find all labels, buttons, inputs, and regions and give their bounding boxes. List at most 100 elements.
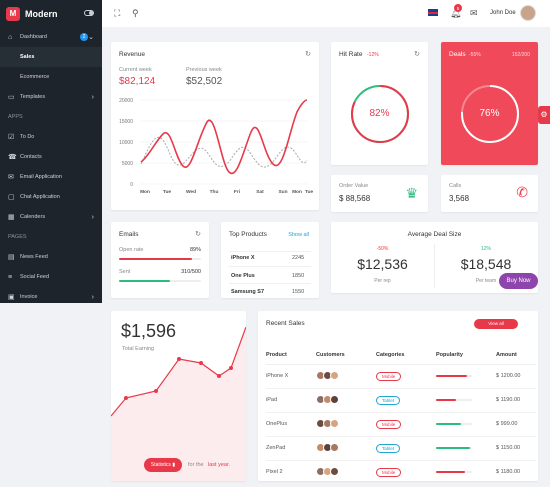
user-name[interactable]: John Doe [490,10,516,16]
buy-now-button[interactable]: Buy Now [499,273,538,289]
amount-cell: $ 1200.00 [496,364,536,389]
contacts-icon: ☎ [8,154,17,161]
refresh-icon[interactable]: ↻ [414,51,420,58]
statistics-button-label: Statistics [150,462,171,468]
product-cell: iPhone X [266,364,316,389]
fullscreen-icon[interactable]: ⛶ [114,8,121,18]
sidebar-item-templates[interactable]: ▭ Templates › [0,87,102,107]
table-row[interactable]: Pixel 2 Mobile $ 1180.00 [266,460,536,485]
category-cell: Mobile [376,460,436,485]
table-row[interactable]: ZenPad Tablet $ 1150.00 [266,436,536,461]
sidebar-item-label: Calenders [20,214,46,220]
order-value-label: Order Value [339,183,369,189]
series-current-line [140,99,308,175]
view-all-button[interactable]: View all [474,319,518,329]
sidebar-toggle-icon[interactable] [84,10,94,16]
brand-name: Modern [25,8,58,19]
popularity-cell [436,364,496,389]
popularity-bar [436,470,472,473]
product-count: 2245 [292,255,305,261]
sidebar-item-invoice[interactable]: ▣ Invoice › [0,287,102,307]
category-pill: Mobile [376,419,402,429]
bell-icon[interactable]: 🔔︎ [450,8,462,18]
sidebar-item-label: News Feed [20,254,48,260]
x-tick: Tue [305,189,314,195]
chevron-right-icon: › [91,93,94,101]
settings-gear-icon[interactable]: ⚙ [538,106,550,124]
chevron-right-icon: › [91,213,94,221]
sidebar-item-dashboard[interactable]: ⌂ Dashboard 2 ⌄ [0,27,102,47]
sidebar-item-social-feed[interactable]: ≡ Social Feed [0,267,102,287]
sidebar-item-sales[interactable]: Sales [0,47,102,67]
customers-cell [316,436,376,461]
category-pill: Mobile [376,371,402,381]
product-name: iPhone X [231,255,255,261]
invoice-icon: ▣ [8,294,15,301]
x-tick: Wed [186,189,196,195]
x-tick: Tue [163,189,172,195]
earning-chart [111,326,246,481]
column-header: Customers [316,346,376,365]
amount-cell: $ 1150.00 [496,436,536,461]
sidebar-item-email[interactable]: ✉ Email Application [0,167,102,187]
hit-rate-ring [351,85,409,143]
revenue-card: Revenue ↻ Current week $82,124 Previous … [111,42,319,210]
table-row[interactable]: iPhone X Mobile $ 1200.00 [266,364,536,389]
avatar[interactable] [520,5,536,21]
x-tick: Fri [234,189,240,195]
popularity-cell [436,412,496,437]
category-cell: Tablet [376,436,436,461]
table-row[interactable]: OnePlus Mobile $ 999.00 [266,412,536,437]
open-rate-value: 89% [189,247,201,253]
refresh-icon[interactable]: ↻ [305,51,311,58]
home-icon: ⌂ [8,33,13,41]
refresh-icon[interactable]: ↻ [195,231,201,238]
chevron-right-icon: › [91,293,94,301]
popularity-cell [436,436,496,461]
order-value-card: Order Value $ 88,568 ♛ [331,175,428,212]
product-cell: ZenPad [266,436,316,461]
sidebar-item-label: Invoice [20,294,38,300]
per-rep-value: $12,536 [357,256,408,272]
total-earning-label: Total Earning [122,346,155,352]
earning-note-link[interactable]: last year. [208,462,231,468]
sidebar-item-label: Templates [20,94,46,100]
sidebar-item-chat[interactable]: ▢ Chat Application [0,187,102,207]
y-tick: 10000 [119,140,133,146]
popularity-bar [436,398,472,401]
category-cell: Mobile [376,412,436,437]
x-tick: Mon [140,189,150,195]
brand[interactable]: M Modern [0,0,102,27]
category-pill: Mobile [376,467,402,477]
uk-flag-icon[interactable] [428,9,438,16]
sidebar-item-contacts[interactable]: ☎ Contacts [0,147,102,167]
show-all-link[interactable]: Show all [288,232,309,238]
mail-icon[interactable]: ✉ [470,8,478,18]
per-team-label: Per team [475,278,497,284]
sidebar-item-ecommerce[interactable]: Ecommerce [20,74,50,80]
popularity-cell [436,460,496,485]
calls-card: Calls 3,568 ✆ [441,175,538,212]
x-tick: Mon [292,189,302,195]
hit-rate-arc [351,85,409,143]
sidebar-item-todo[interactable]: ☑ To Do [0,127,102,147]
sent-label: Sent [119,269,131,275]
column-header: Amount [496,346,536,365]
revenue-title: Revenue [119,51,146,58]
sidebar-item-label: Email Application [20,174,62,180]
column-header: Popularity [436,346,496,365]
search-icon[interactable]: ⚲ [132,8,139,18]
hit-rate-change: -12% [367,52,379,58]
sidebar-item-calenders[interactable]: ▦ Calenders › [0,207,102,227]
product-name: Samsung S7 [231,289,265,295]
sidebar-item-news-feed[interactable]: ▤ News Feed [0,247,102,267]
deals-count: 152/200 [511,52,530,58]
table-row[interactable]: iPad Tablet $ 1190.00 [266,388,536,413]
statistics-button[interactable]: Statistics ▮ [144,458,182,472]
hit-rate-card: Hit Rate -12% ↻ 82% [331,42,428,165]
trophy-icon: ♛ [405,185,418,201]
deals-arc [461,85,519,143]
notification-badge: 5 [454,4,462,12]
recent-sales-card: Recent Sales View all Product Customers … [258,311,538,485]
earning-card: $1,596 Total Earning Statistics ▮ for th… [111,311,246,481]
